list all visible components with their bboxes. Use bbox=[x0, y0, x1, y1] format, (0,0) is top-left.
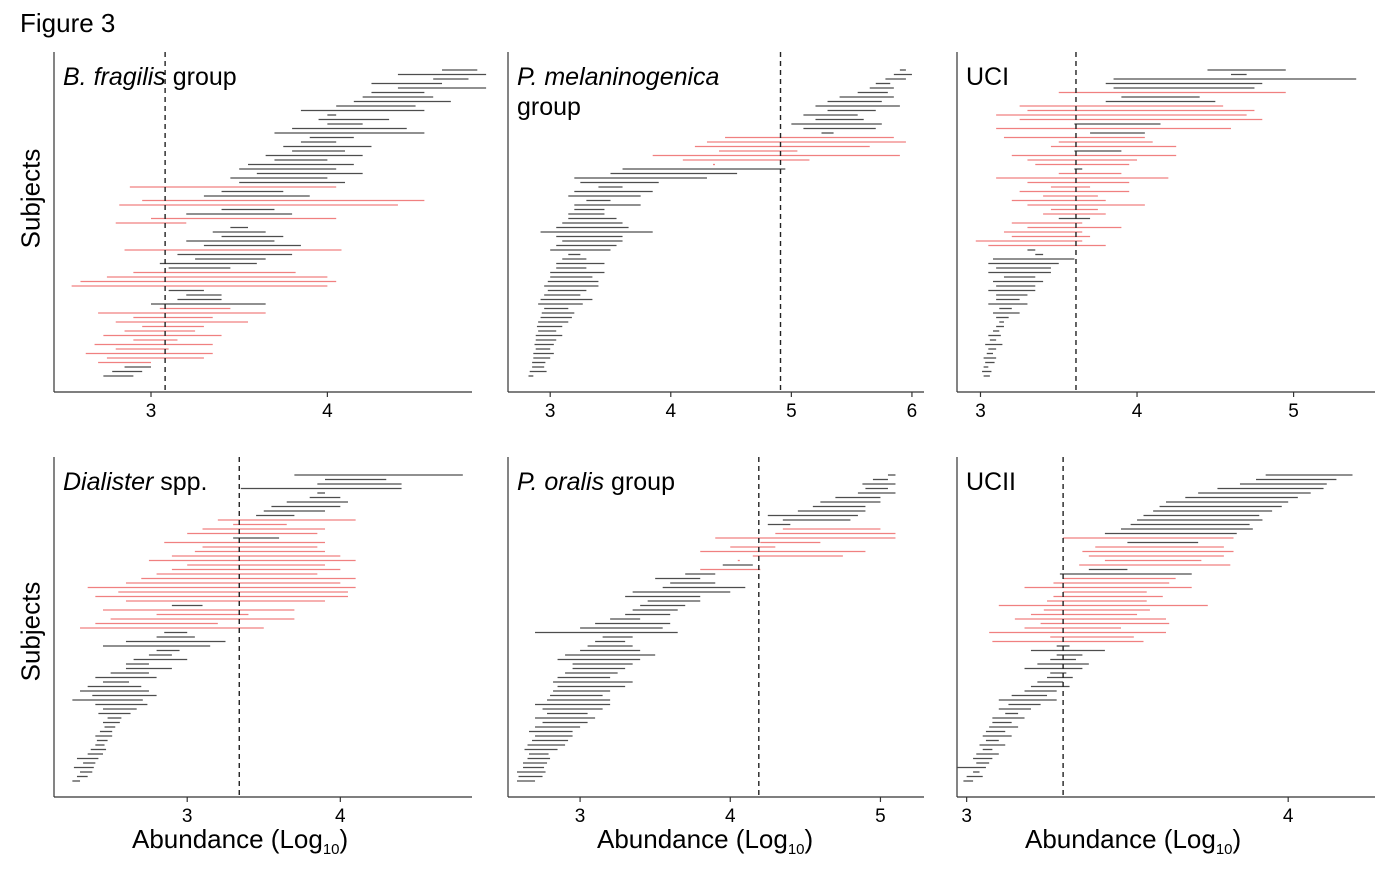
panel-title: UCII bbox=[966, 468, 1016, 496]
x-tick-label: 4 bbox=[1132, 401, 1143, 422]
x-tick-label: 3 bbox=[545, 401, 556, 422]
x-tick-label: 3 bbox=[975, 401, 986, 422]
x-tick-label: 6 bbox=[907, 401, 918, 422]
x-tick-label: 5 bbox=[786, 401, 797, 422]
panel-title-normal: UCII bbox=[966, 468, 1016, 496]
x-tick-label: 3 bbox=[182, 806, 193, 827]
panel-title: UCI bbox=[966, 63, 1009, 91]
x-axis-label-text: Abundance (Log bbox=[1025, 824, 1216, 854]
panel-title-italic: B. fragilis bbox=[63, 63, 166, 91]
x-tick-label: 3 bbox=[575, 806, 586, 827]
panel-4: 3 4 Dialister spp. bbox=[53, 457, 472, 827]
x-axis-label-close: ) bbox=[804, 824, 814, 854]
figure-label: Figure 3 bbox=[20, 8, 116, 38]
x-axis-label-2: Abundance (Log10) bbox=[597, 824, 813, 858]
panel-title: P. oralis group bbox=[517, 468, 675, 496]
panel-1: 3 4 B. fragilis group bbox=[53, 52, 487, 422]
x-axis-label-sub: 10 bbox=[322, 841, 340, 859]
x-axis-label-close: ) bbox=[1232, 824, 1242, 854]
panel-title-line2: group bbox=[517, 93, 581, 121]
panel-title-normal: UCI bbox=[966, 63, 1009, 91]
panel-title: B. fragilis group bbox=[63, 63, 237, 91]
x-axis-label-3: Abundance (Log10) bbox=[1025, 824, 1241, 858]
panel-6: 3 4 UCII bbox=[956, 457, 1375, 827]
x-axis-label-close: ) bbox=[339, 824, 349, 854]
panel-5: 3 4 5 P. oralis group bbox=[507, 457, 924, 827]
panel-title-italic: P. melaninogenica bbox=[517, 63, 720, 91]
panel-title-italic: Dialister bbox=[63, 468, 155, 496]
x-tick-label: 5 bbox=[875, 806, 886, 827]
x-axis-label-text: Abundance (Log bbox=[597, 824, 788, 854]
x-axis-label-sub: 10 bbox=[1215, 841, 1233, 859]
x-tick-label: 4 bbox=[725, 806, 736, 827]
x-axis-label-1: Abundance (Log10) bbox=[132, 824, 348, 858]
x-axis-label-text: Abundance (Log bbox=[132, 824, 323, 854]
x-axis-label-sub: 10 bbox=[787, 841, 805, 859]
x-tick-label: 4 bbox=[665, 401, 676, 422]
panel-title-normal: spp. bbox=[153, 468, 207, 496]
x-tick-label: 4 bbox=[1283, 806, 1294, 827]
x-tick-label: 4 bbox=[335, 806, 346, 827]
panel-title: P. melaninogenica bbox=[517, 63, 720, 91]
panel-title-normal: group bbox=[604, 468, 675, 496]
x-tick-label: 3 bbox=[146, 401, 157, 422]
panel-title: Dialister spp. bbox=[63, 468, 208, 496]
panel-3: 3 4 5 UCI bbox=[956, 52, 1375, 422]
x-tick-label: 5 bbox=[1288, 401, 1299, 422]
x-tick-label: 3 bbox=[961, 806, 972, 827]
x-tick-label: 4 bbox=[322, 401, 333, 422]
panel-title-normal: group bbox=[166, 63, 237, 91]
panel-title-italic: P. oralis bbox=[517, 468, 604, 496]
